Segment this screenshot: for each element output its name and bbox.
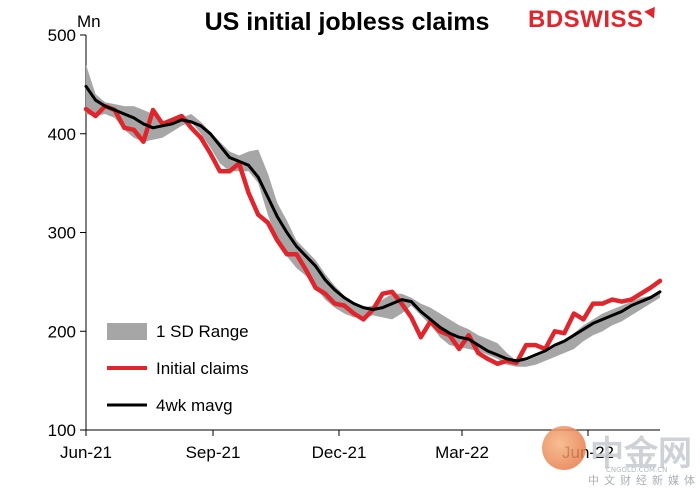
- bdswiss-arrow-icon: [643, 3, 660, 19]
- y-tick-label: 200: [48, 322, 76, 341]
- four-week-mavg-line: [84, 84, 662, 363]
- y-axis-unit-label: Mn: [77, 12, 101, 31]
- legend-label-4wk-mavg: 4wk mavg: [156, 396, 233, 415]
- x-tick-label: Mar-22: [435, 443, 489, 462]
- chart-title: US initial jobless claims: [205, 8, 490, 36]
- series-lines-layer: [83, 84, 663, 367]
- x-tick-label: Dec-21: [312, 443, 367, 462]
- x-tick-label: Jun-21: [60, 443, 112, 462]
- cngold-watermark: 中金网 CNGOLD.COM.CN 中文财经新媒体: [540, 420, 700, 492]
- watermark-main-text: 中金网: [590, 434, 692, 474]
- legend-label-sd-range: 1 SD Range: [156, 322, 249, 341]
- y-tick-label: 100: [48, 421, 76, 440]
- x-tick-label: Sep-21: [186, 443, 241, 462]
- watermark-sub-text: 中文财经新媒体: [588, 474, 700, 487]
- y-tick-label: 300: [48, 224, 76, 243]
- y-tick-label: 500: [48, 26, 76, 45]
- bdswiss-logo-text: BDSWISS: [528, 6, 644, 33]
- cngold-logo-icon: [542, 426, 586, 470]
- legend-label-initial-claims: Initial claims: [156, 359, 249, 378]
- legend-swatch-sd-range: [107, 323, 147, 340]
- legend: 1 SD Range Initial claims 4wk mavg: [107, 322, 249, 415]
- bdswiss-logo: BDSWISS: [528, 3, 660, 34]
- watermark-url-text: CNGOLD.COM.CN: [606, 466, 668, 474]
- y-tick-label: 400: [48, 125, 76, 144]
